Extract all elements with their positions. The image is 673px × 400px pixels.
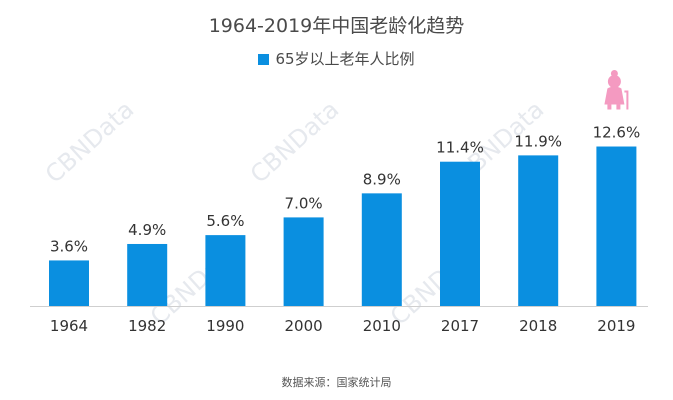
data-label: 8.9% — [363, 170, 401, 188]
bar — [205, 235, 246, 306]
bar — [361, 193, 402, 306]
bar — [283, 217, 324, 306]
x-tick-label: 1982 — [128, 317, 166, 335]
watermark: CBNData — [245, 95, 344, 188]
legend-label: 65岁以上老年人比例 — [275, 50, 415, 68]
x-tick-label: 1964 — [50, 317, 88, 335]
data-label: 7.0% — [285, 194, 323, 212]
chart-title: 1964-2019年中国老龄化趋势 — [208, 15, 465, 37]
source-note: 数据来源：国家统计局 — [281, 376, 392, 389]
bar — [440, 161, 480, 306]
bar — [49, 260, 89, 306]
x-tick-label: 2010 — [363, 317, 401, 335]
x-tick-label: 2018 — [519, 317, 557, 335]
bar — [127, 243, 168, 306]
data-label: 3.6% — [50, 237, 88, 255]
bar — [518, 155, 559, 306]
data-label: 4.9% — [128, 221, 166, 239]
data-label: 5.6% — [206, 212, 244, 230]
plot-area: 3.6% 1964 4.9% 1982 5.6% 1990 7.0% 2000 8.9% 2010… — [30, 70, 648, 335]
x-tick-label: 2019 — [597, 317, 635, 335]
data-label: 12.6% — [593, 124, 641, 142]
data-label: 11.9% — [514, 132, 562, 150]
elderly-person-icon — [604, 70, 629, 110]
data-label: 11.4% — [436, 139, 484, 157]
x-tick-label: 2017 — [441, 317, 479, 335]
watermark: CBNData — [40, 95, 139, 188]
legend: 65岁以上老年人比例 — [0, 48, 673, 69]
x-tick-label: 1990 — [206, 317, 244, 335]
legend-swatch — [258, 54, 270, 65]
x-tick-label: 2000 — [285, 317, 323, 335]
bar — [596, 146, 637, 306]
